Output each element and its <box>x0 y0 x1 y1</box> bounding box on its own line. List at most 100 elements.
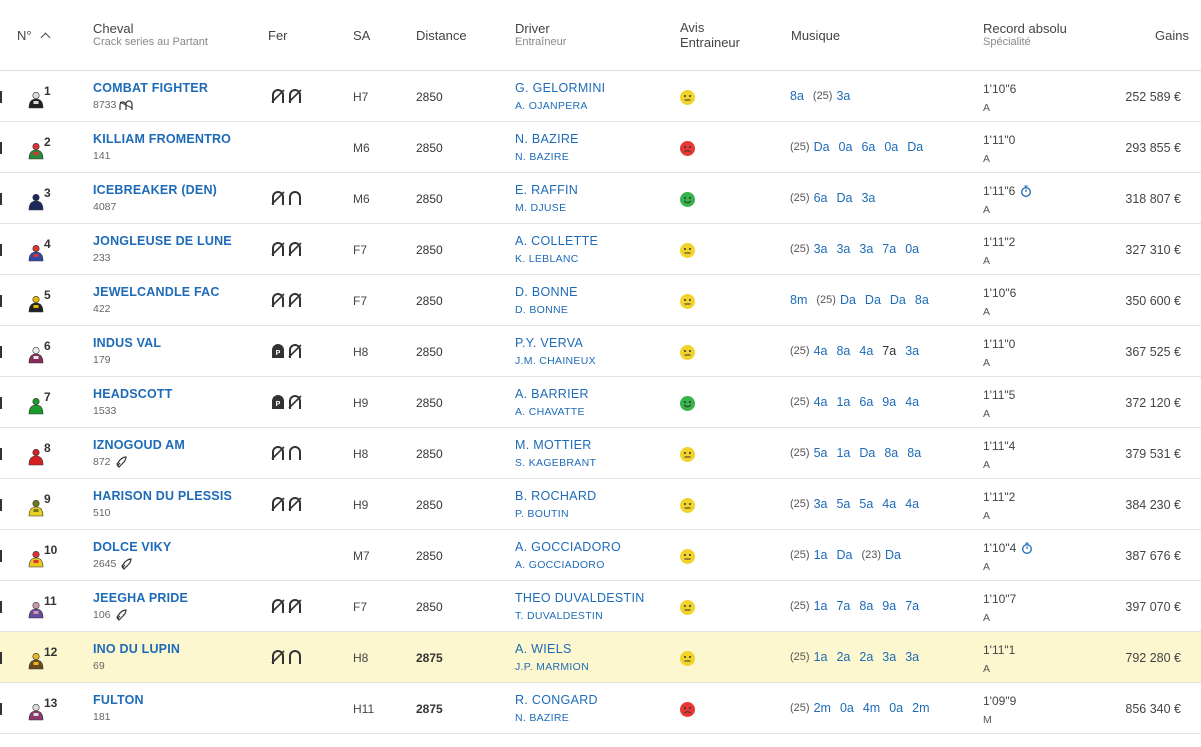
musique-result-link[interactable]: Da <box>839 293 856 307</box>
musique-result-link[interactable]: 7a <box>905 599 920 613</box>
driver-link[interactable]: A. BARRIER <box>515 387 589 401</box>
table-row[interactable]: 2 KILLIAM FROMENTRO 141 M6 2850 N. BAZIRE N. B… <box>0 122 1201 173</box>
musique-result-link[interactable]: 8a <box>836 344 851 358</box>
horse-name-link[interactable]: COMBAT FIGHTER <box>93 81 209 95</box>
trainer-link[interactable]: J.M. CHAINEUX <box>515 355 596 367</box>
musique-result-link[interactable]: Da <box>907 140 924 154</box>
horse-name-link[interactable]: HEADSCOTT <box>93 387 173 401</box>
musique-result-link[interactable]: 1a <box>813 650 828 664</box>
musique-result-link[interactable]: 3a <box>882 650 897 664</box>
musique-result-link[interactable]: 4a <box>905 497 920 511</box>
trainer-link[interactable]: A. CHAVATTE <box>515 406 585 418</box>
musique-result-link[interactable]: Da <box>836 548 853 562</box>
driver-link[interactable]: A. COLLETTE <box>515 234 599 248</box>
musique-result-link[interactable]: 1a <box>813 548 828 562</box>
musique-result-link[interactable]: 2m <box>912 701 930 715</box>
musique-result-link[interactable]: 1a <box>813 599 828 613</box>
musique-result-link[interactable]: Da <box>836 191 853 205</box>
musique-result-link[interactable]: 3a <box>859 242 874 256</box>
musique-result-link[interactable]: 1a <box>836 446 851 460</box>
musique-result-link[interactable]: 1a <box>836 395 851 409</box>
musique-result-link[interactable]: 4a <box>905 395 920 409</box>
driver-link[interactable]: D. BONNE <box>515 285 578 299</box>
musique-result-link[interactable]: 8a <box>790 89 804 103</box>
musique-result-link[interactable]: 8a <box>859 599 874 613</box>
driver-link[interactable]: N. BAZIRE <box>515 132 579 146</box>
table-row[interactable]: 11 JEEGHA PRIDE 106 F7 2850 THEO DUVALDESTIN T… <box>0 581 1201 632</box>
musique-result-link[interactable]: 3a <box>813 497 828 511</box>
musique-result-link[interactable]: 2m <box>813 701 831 715</box>
table-row[interactable]: 7 HEADSCOTT 1533 P H9 2850 A. BARRIER A. CHAVAT… <box>0 377 1201 428</box>
table-row[interactable]: 13 FULTON 181 H11 2875 R. CONGARD N. BAZIRE (25… <box>0 683 1201 734</box>
musique-result-link[interactable]: 3a <box>836 89 851 103</box>
musique-result-link[interactable]: 2a <box>836 650 851 664</box>
musique-result-link[interactable]: Da <box>885 548 901 562</box>
musique-result-link[interactable]: 3a <box>905 344 920 358</box>
driver-link[interactable]: B. ROCHARD <box>515 489 597 503</box>
table-row[interactable]: 9 HARISON DU PLESSIS 510 H9 2850 B. ROCHARD P.… <box>0 479 1201 530</box>
sort-up-icon[interactable] <box>40 32 51 42</box>
trainer-link[interactable]: A. OJANPERA <box>515 100 588 112</box>
horse-name-link[interactable]: INO DU LUPIN <box>93 642 181 656</box>
table-row[interactable]: 1 COMBAT FIGHTER 8733 H7 2850 G. GELORMINI A. … <box>0 71 1201 122</box>
horse-name-link[interactable]: ICEBREAKER (DEN) <box>93 183 218 197</box>
header-num[interactable]: N° <box>17 0 51 70</box>
musique-result-link[interactable]: 8a <box>884 446 899 460</box>
table-row[interactable]: 10 DOLCE VIKY 2645 M7 2850 A. GOCCIADORO A. GO… <box>0 530 1201 581</box>
table-row[interactable]: 8 IZNOGOUD AM 872 H8 2850 M. MOTTIER S. KAGEBR… <box>0 428 1201 479</box>
trainer-link[interactable]: N. BAZIRE <box>515 151 570 163</box>
musique-result-link[interactable]: 5a <box>836 497 851 511</box>
driver-link[interactable]: THEO DUVALDESTIN <box>515 591 645 605</box>
musique-result-link[interactable]: 5a <box>859 497 874 511</box>
driver-link[interactable]: P.Y. VERVA <box>515 336 584 350</box>
musique-result-link[interactable]: 0a <box>839 701 854 715</box>
musique-result-link[interactable]: 0a <box>889 701 904 715</box>
horse-name-link[interactable]: IZNOGOUD AM <box>93 438 186 452</box>
musique-result-link[interactable]: 6a <box>859 395 874 409</box>
musique-result-link[interactable]: 8a <box>907 446 922 460</box>
driver-link[interactable]: A. GOCCIADORO <box>515 540 621 554</box>
musique-result-link[interactable]: 3a <box>813 242 828 256</box>
horse-name-link[interactable]: JONGLEUSE DE LUNE <box>93 234 232 248</box>
musique-result-link[interactable]: Da <box>813 140 830 154</box>
trainer-link[interactable]: D. BONNE <box>515 304 569 316</box>
musique-result-link[interactable]: 8m <box>790 293 808 307</box>
musique-result-link[interactable]: 3a <box>905 650 920 664</box>
musique-result-link[interactable]: 9a <box>882 599 897 613</box>
trainer-link[interactable]: A. GOCCIADORO <box>515 559 605 571</box>
musique-result-link[interactable]: 4a <box>882 497 897 511</box>
table-row[interactable]: 5 JEWELCANDLE FAC 422 F7 2850 D. BONNE D. BONN… <box>0 275 1201 326</box>
musique-result-link[interactable]: 5a <box>813 446 828 460</box>
trainer-link[interactable]: S. KAGEBRANT <box>515 457 597 469</box>
horse-name-link[interactable]: DOLCE VIKY <box>93 540 172 554</box>
horse-name-link[interactable]: KILLIAM FROMENTRO <box>93 132 232 146</box>
trainer-link[interactable]: N. BAZIRE <box>515 712 570 724</box>
musique-result-link[interactable]: 6a <box>861 140 876 154</box>
horse-name-link[interactable]: HARISON DU PLESSIS <box>93 489 233 503</box>
trainer-link[interactable]: T. DUVALDESTIN <box>515 610 604 622</box>
musique-result-link[interactable]: Da <box>889 293 906 307</box>
trainer-link[interactable]: K. LEBLANC <box>515 253 579 265</box>
musique-result-link[interactable]: 0a <box>884 140 899 154</box>
musique-result-link[interactable]: 7a <box>836 599 851 613</box>
trainer-link[interactable]: J.P. MARMION <box>515 661 589 673</box>
trainer-link[interactable]: M. DJUSE <box>515 202 567 214</box>
musique-result-link[interactable]: 8a <box>914 293 929 307</box>
musique-result-link[interactable]: 0a <box>838 140 853 154</box>
musique-result-link[interactable]: 4a <box>813 395 828 409</box>
driver-link[interactable]: E. RAFFIN <box>515 183 579 197</box>
horse-name-link[interactable]: JEEGHA PRIDE <box>93 591 189 605</box>
musique-result-link[interactable]: 7a <box>882 344 897 358</box>
musique-result-link[interactable]: 0a <box>905 242 920 256</box>
driver-link[interactable]: R. CONGARD <box>515 693 598 707</box>
trainer-link[interactable]: P. BOUTIN <box>515 508 569 520</box>
musique-result-link[interactable]: 7a <box>882 242 897 256</box>
horse-name-link[interactable]: JEWELCANDLE FAC <box>93 285 220 299</box>
driver-link[interactable]: A. WIELS <box>515 642 572 656</box>
musique-result-link[interactable]: 3a <box>861 191 876 205</box>
table-row[interactable]: 3 ICEBREAKER (DEN) 4087 M6 2850 E. RAFFIN M. D… <box>0 173 1201 224</box>
musique-result-link[interactable]: 2a <box>859 650 874 664</box>
musique-result-link[interactable]: 4a <box>859 344 874 358</box>
table-row[interactable]: 6 INDUS VAL 179 P H8 2850 P.Y. VERVA J.M. CHAIN… <box>0 326 1201 377</box>
horse-name-link[interactable]: FULTON <box>93 693 144 707</box>
